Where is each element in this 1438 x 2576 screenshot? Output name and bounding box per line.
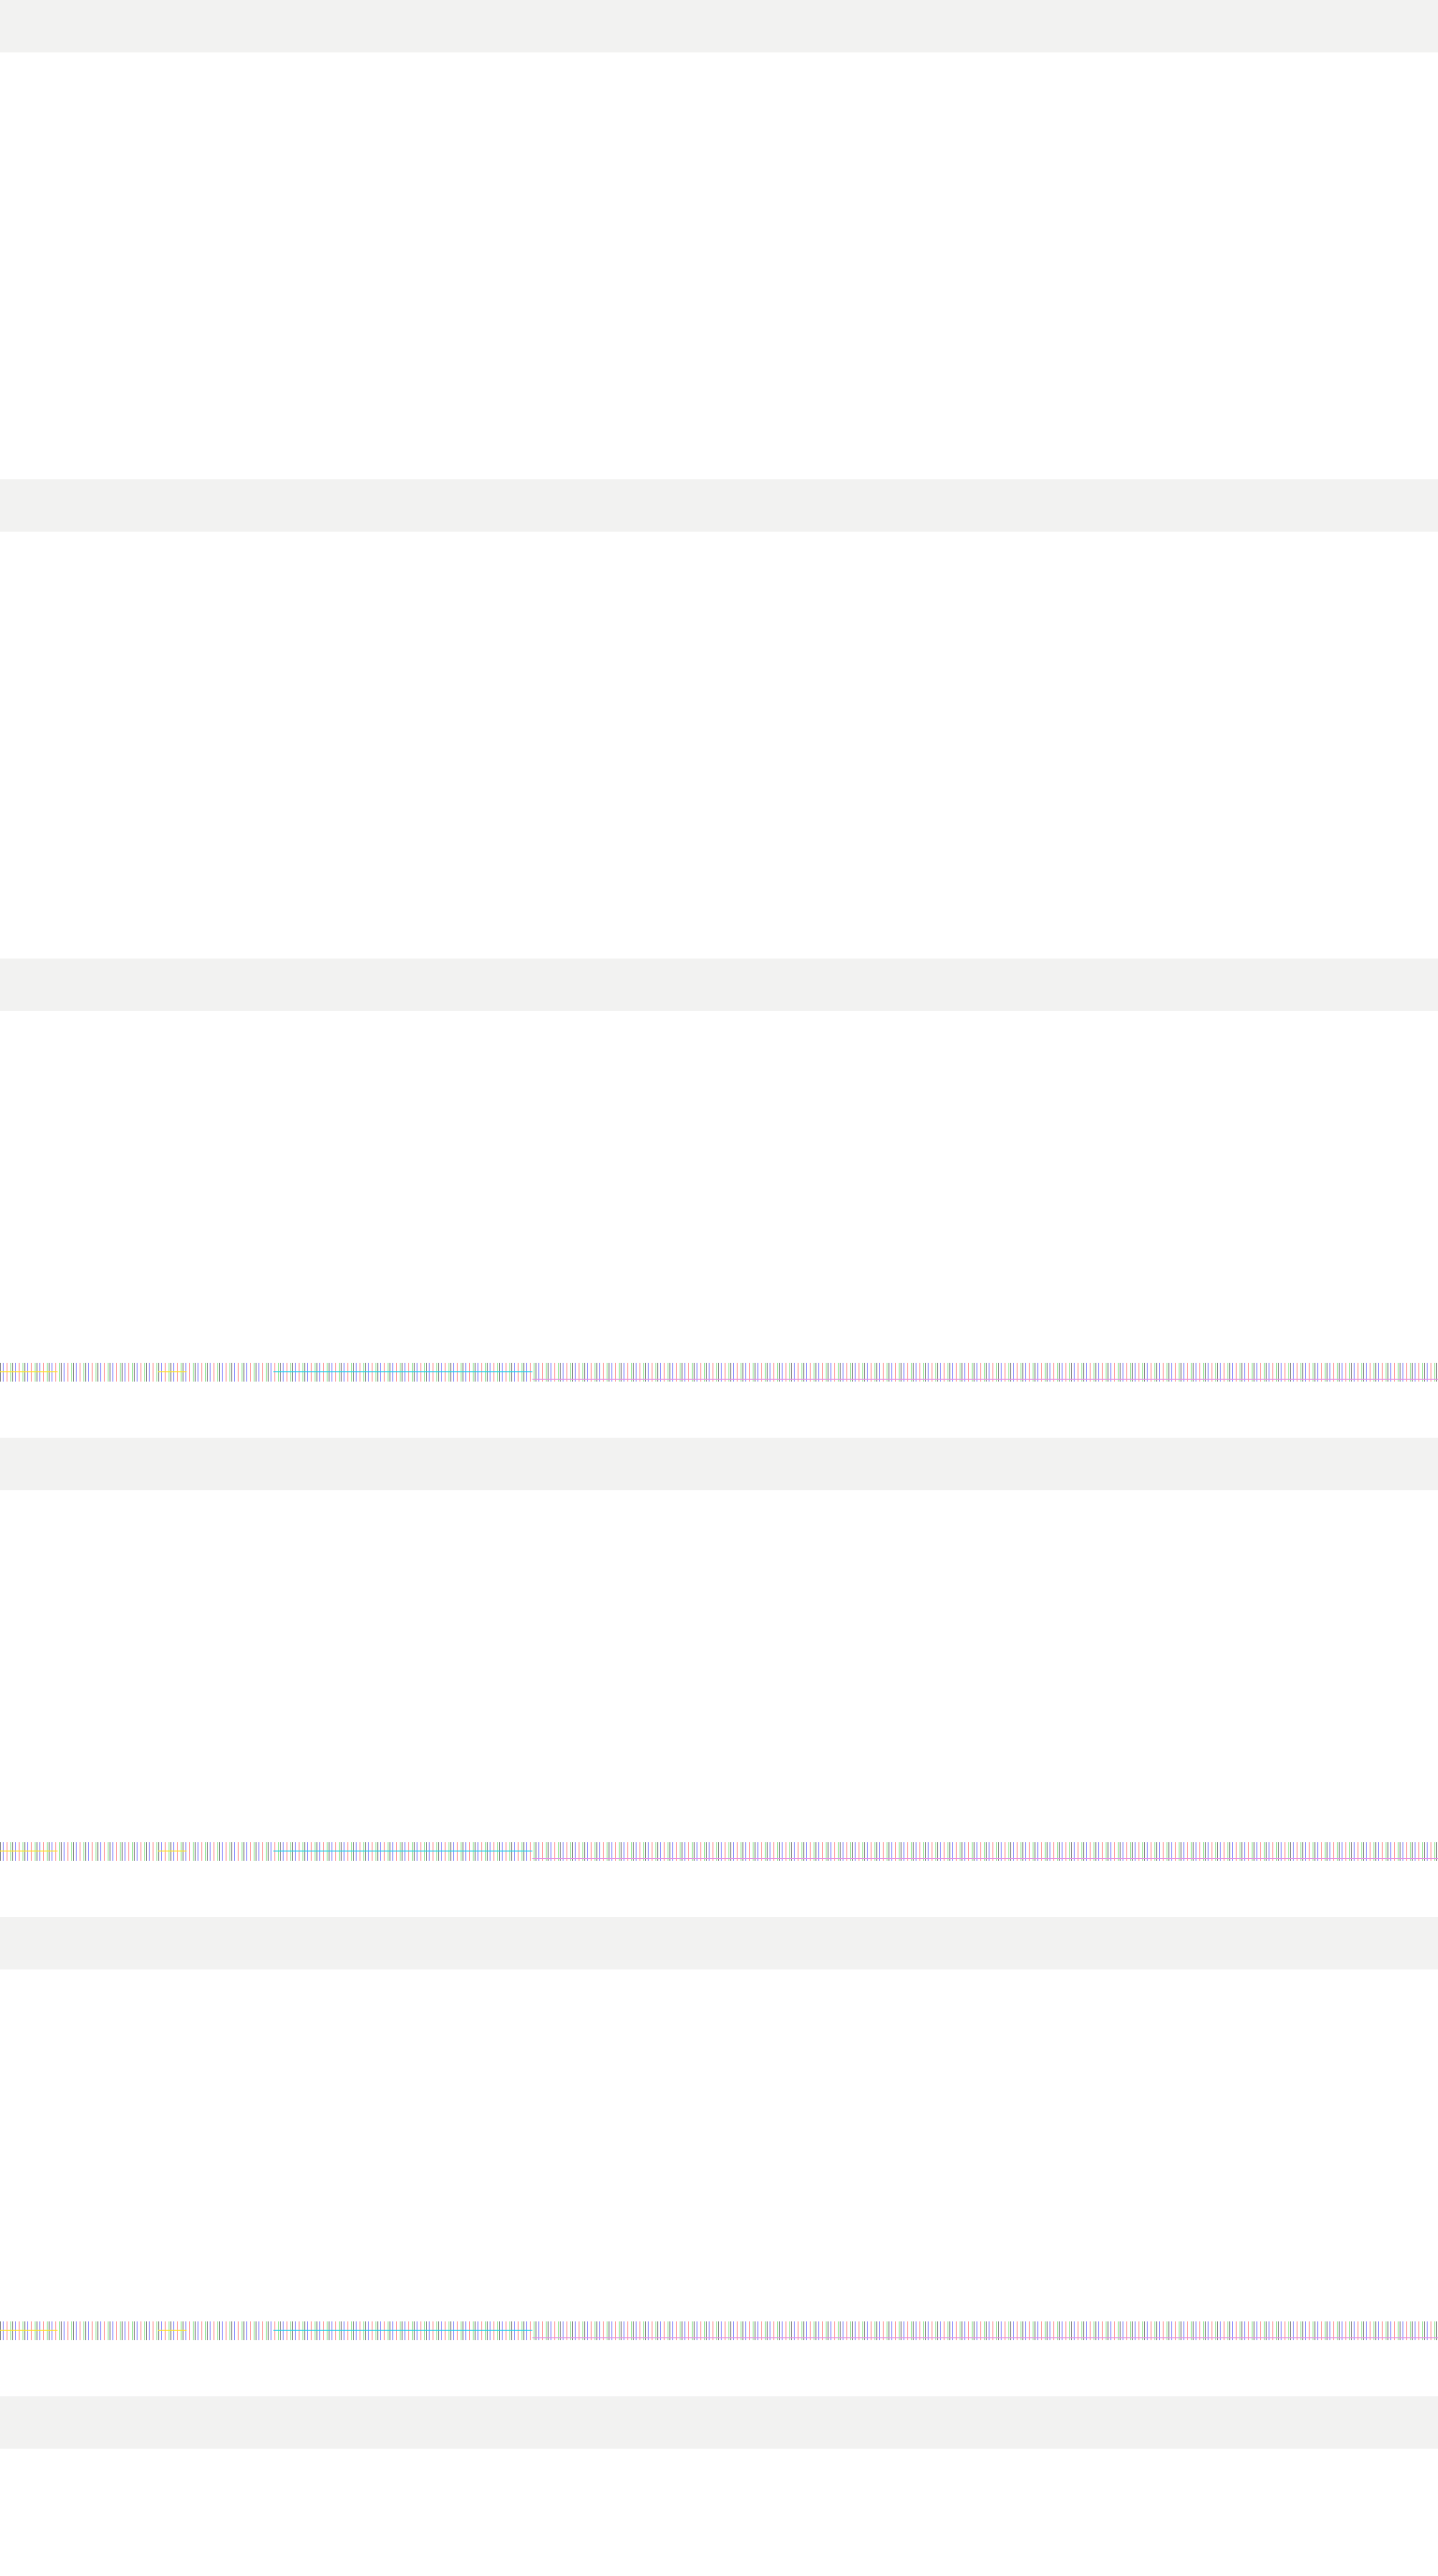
gray-band bbox=[0, 1917, 1438, 1969]
gray-band bbox=[0, 2396, 1438, 2449]
noise-strip bbox=[0, 1842, 1438, 1861]
gray-band bbox=[0, 959, 1438, 1011]
gray-band bbox=[0, 1438, 1438, 1490]
noise-strip bbox=[0, 2321, 1438, 2340]
noise-strip bbox=[0, 1363, 1438, 1382]
gray-band bbox=[0, 0, 1438, 52]
gray-band bbox=[0, 479, 1438, 532]
